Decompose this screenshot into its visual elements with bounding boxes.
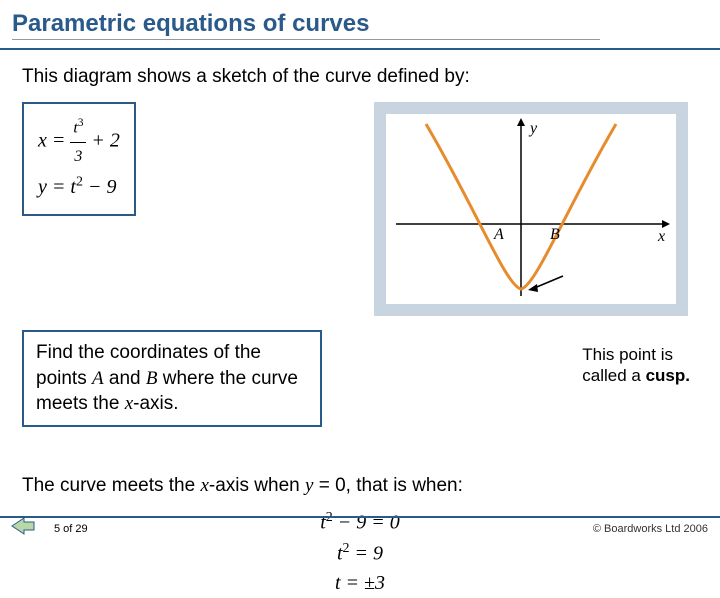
conc-post: = 0, that is when:	[313, 475, 462, 496]
conc-pre: The curve meets the	[22, 475, 200, 496]
eq-y: y = t2 − 9	[38, 170, 120, 204]
boardworks-logo: boardworks	[617, 4, 712, 44]
q-l1c: and	[104, 368, 146, 389]
eq1-num: t3	[70, 114, 86, 143]
q-pA: A	[92, 368, 104, 389]
x-axis-label: x	[658, 228, 665, 246]
logo-text: boardworks	[630, 17, 698, 31]
q-l2b: -axis.	[133, 393, 178, 414]
question-box: Find the coordinates of the points A and…	[22, 330, 322, 427]
q-l1d: where the	[157, 368, 246, 389]
eq1-tail: + 2	[91, 129, 120, 151]
y-axis-arrow-icon	[517, 118, 525, 126]
graph-svg	[386, 114, 676, 304]
eq1-fraction: t3 3	[70, 114, 86, 170]
point-a-label: A	[494, 226, 504, 244]
eq1-lhs: x =	[38, 129, 65, 151]
cusp-annotation: This point is called a cusp.	[582, 344, 690, 387]
intro-text: This diagram shows a sketch of the curve…	[22, 66, 698, 88]
slide-footer: 5 of 29 © Boardworks Ltd 2006	[0, 516, 720, 540]
eq1-den: 3	[70, 143, 86, 170]
parametric-equations-box: x = t3 3 + 2 y = t2 − 9	[22, 102, 136, 216]
copyright-text: © Boardworks Ltd 2006	[593, 523, 708, 535]
solve-e2: t2 = 9	[22, 538, 698, 569]
row-equations-graph: x = t3 3 + 2 y = t2 − 9	[22, 102, 698, 316]
graph-frame: y x A B	[374, 102, 688, 316]
cusp-l2a: called a	[582, 366, 645, 385]
conclusion-text: The curve meets the x-axis when y = 0, t…	[22, 475, 698, 497]
eq-x: x = t3 3 + 2	[38, 114, 120, 170]
conc-mid: -axis when	[209, 475, 305, 496]
q-l1b: points	[36, 368, 92, 389]
point-b-label: B	[550, 226, 560, 244]
q-pB: B	[146, 368, 158, 389]
solve-e3: t = ±3	[22, 568, 698, 598]
q-x: x	[125, 393, 133, 414]
cusp-pointer-arrow-icon	[528, 284, 538, 292]
cusp-l1: This point is	[582, 345, 673, 364]
q-l1a: Find the coordinates of the	[36, 342, 261, 363]
y-axis-label: y	[530, 120, 537, 138]
curve-graph: y x A B	[386, 114, 676, 304]
slide-header: Parametric equations of curves boardwork…	[0, 0, 720, 50]
x-axis-arrow-icon	[662, 220, 670, 228]
conc-x: x	[200, 475, 208, 496]
header-rule	[12, 39, 600, 40]
cusp-l2b: cusp.	[646, 366, 690, 385]
slide-title: Parametric equations of curves	[12, 10, 369, 38]
page-indicator: 5 of 29	[54, 523, 88, 535]
